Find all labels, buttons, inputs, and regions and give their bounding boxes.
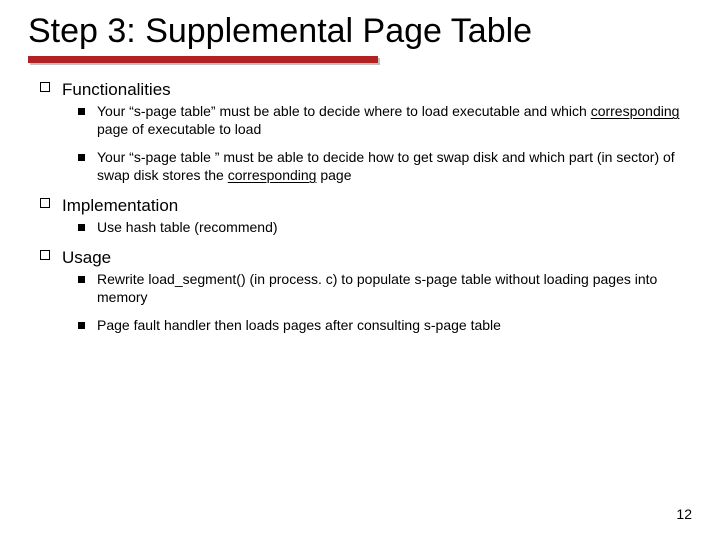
list-item: Your “s-page table” must be able to deci… [78,103,692,139]
title-underline [28,56,378,63]
section-heading: Functionalities [62,79,171,101]
list-item-text: Page fault handler then loads pages afte… [97,317,501,335]
text-run: Use hash table (recommend) [97,219,278,235]
section-heading: Usage [62,247,111,269]
content-body: Functionalities Your “s-page table” must … [28,79,692,335]
page-number: 12 [676,506,692,522]
hollow-square-bullet-icon [40,198,50,208]
section-items: Use hash table (recommend) [78,219,692,237]
list-item-text: Use hash table (recommend) [97,219,278,237]
filled-square-bullet-icon [78,154,85,161]
text-run: Page fault handler then loads pages afte… [97,317,501,333]
hollow-square-bullet-icon [40,250,50,260]
slide: Step 3: Supplemental Page Table Function… [0,0,720,540]
text-run: Your “s-page table ” must be able to dec… [97,149,675,183]
filled-square-bullet-icon [78,276,85,283]
section-heading-row: Functionalities [28,79,692,101]
rule-bar [28,56,378,63]
section-items: Rewrite load_segment() (in process. c) t… [78,271,692,335]
list-item: Your “s-page table ” must be able to dec… [78,149,692,185]
list-item-text: Your “s-page table ” must be able to dec… [97,149,692,185]
section-heading-row: Implementation [28,195,692,217]
text-run: page of executable to load [97,121,261,137]
filled-square-bullet-icon [78,322,85,329]
filled-square-bullet-icon [78,108,85,115]
list-item: Rewrite load_segment() (in process. c) t… [78,271,692,307]
filled-square-bullet-icon [78,224,85,231]
list-item: Page fault handler then loads pages afte… [78,317,692,335]
list-item-text: Your “s-page table” must be able to deci… [97,103,692,139]
hollow-square-bullet-icon [40,82,50,92]
section-items: Your “s-page table” must be able to deci… [78,103,692,185]
list-item-text: Rewrite load_segment() (in process. c) t… [97,271,692,307]
list-item: Use hash table (recommend) [78,219,692,237]
slide-title: Step 3: Supplemental Page Table [28,12,692,50]
section-heading-row: Usage [28,247,692,269]
text-run: Rewrite load_segment() (in process. c) t… [97,271,657,305]
text-run: Your “s-page table” must be able to deci… [97,103,591,119]
underlined-text: corresponding [591,103,680,119]
underlined-text: corresponding [228,167,317,183]
section-heading: Implementation [62,195,178,217]
text-run: page [316,167,351,183]
